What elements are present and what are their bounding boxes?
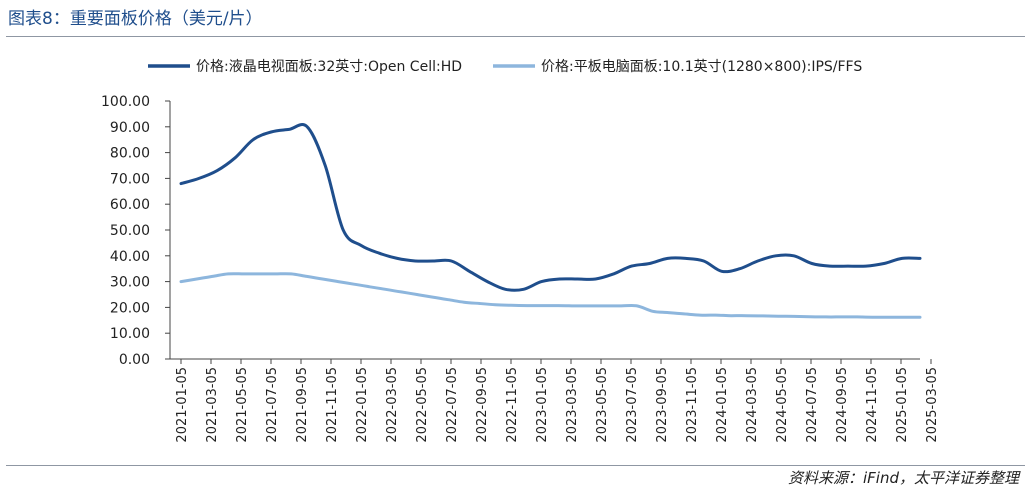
x-tick-label: 2021-05-05	[235, 367, 250, 443]
x-tick-label: 2021-01-05	[175, 367, 190, 443]
series-line-tablet-panel	[179, 272, 922, 319]
chart-title: 图表8：重要面板价格（美元/片）	[8, 9, 263, 29]
x-tick-label: 2022-05-05	[415, 367, 430, 443]
y-tick-label: 90.00	[110, 120, 150, 136]
series-layer	[179, 123, 922, 319]
x-tick-label: 2022-09-05	[475, 367, 490, 443]
y-axis: 0.00 10.00 20.00 30.00 40.00 50.00 60.00 70.00 8…	[101, 94, 171, 368]
x-tick-label: 2024-03-05	[745, 367, 760, 443]
legend: 价格:液晶电视面板:32英寸:Open Cell:HD 价格:平板电脑面板:10…	[148, 58, 862, 75]
y-tick-label: 20.00	[110, 300, 150, 316]
y-tick-label: 60.00	[110, 197, 150, 213]
series-line-tv-panel	[179, 123, 922, 292]
x-tick-label: 2021-11-05	[325, 367, 340, 443]
x-tick-label: 2023-09-05	[655, 367, 670, 443]
x-tick-label: 2024-07-05	[805, 367, 820, 443]
x-tick-label: 2025-03-05	[925, 367, 940, 443]
y-tick-label: 80.00	[110, 146, 150, 162]
y-tick-label: 30.00	[110, 275, 150, 291]
x-tick-label: 2022-07-05	[445, 367, 460, 443]
source-note: 资料来源：iFind，太平洋证券整理	[788, 469, 1019, 487]
x-tick-label: 2021-09-05	[295, 367, 310, 443]
x-tick-label: 2022-11-05	[505, 367, 520, 443]
x-tick-label: 2023-11-05	[685, 367, 700, 443]
y-tick-label: 70.00	[110, 171, 150, 187]
x-tick-label: 2022-01-05	[355, 367, 370, 443]
x-tick-label: 2021-07-05	[265, 367, 280, 443]
y-tick-label: 100.00	[101, 94, 150, 110]
x-tick-label: 2023-01-05	[535, 367, 550, 443]
legend-label-tablet-panel: 价格:平板电脑面板:10.1英寸(1280×800):IPS/FFS	[541, 58, 862, 75]
x-tick-label: 2023-07-05	[625, 367, 640, 443]
x-tick-label: 2021-03-05	[205, 367, 220, 443]
x-tick-label: 2024-05-05	[775, 367, 790, 443]
y-tick-label: 0.00	[119, 352, 150, 368]
x-tick-label: 2025-01-05	[895, 367, 910, 443]
x-tick-label: 2023-03-05	[565, 367, 580, 443]
bottom-divider	[6, 465, 1025, 466]
x-tick-label: 2024-11-05	[865, 367, 880, 443]
x-tick-label: 2024-01-05	[715, 367, 730, 443]
legend-label-tv-panel: 价格:液晶电视面板:32英寸:Open Cell:HD	[196, 58, 462, 75]
x-tick-label: 2023-05-05	[595, 367, 610, 443]
top-divider	[6, 36, 1025, 37]
x-tick-label: 2022-03-05	[385, 367, 400, 443]
y-tick-label: 50.00	[110, 223, 150, 239]
y-tick-label: 40.00	[110, 249, 150, 265]
y-tick-label: 10.00	[110, 326, 150, 342]
x-tick-label: 2024-09-05	[835, 367, 850, 443]
x-axis: 2021-01-05 2021-03-05 2021-05-05 2021-07-05…	[170, 358, 940, 443]
